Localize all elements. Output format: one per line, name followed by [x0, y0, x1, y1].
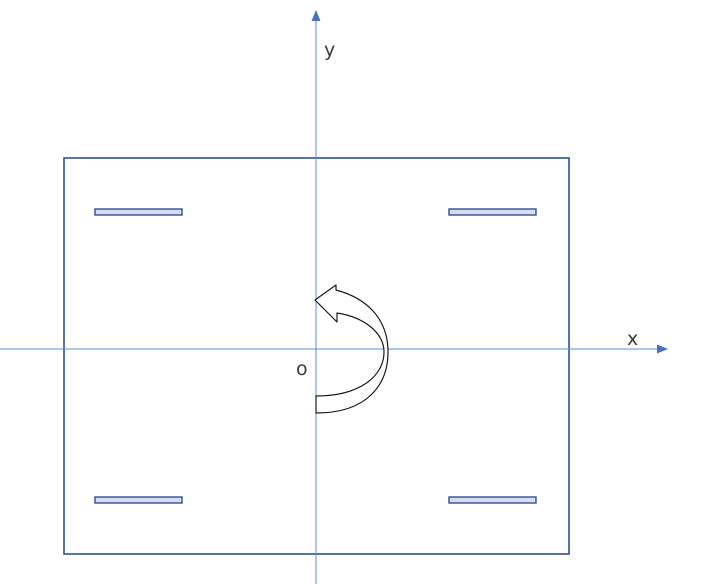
x-axis-arrowhead-icon — [657, 344, 668, 354]
slot-top-left — [94, 208, 183, 216]
slot-bottom-right — [448, 496, 537, 504]
x-axis-label: x — [627, 328, 638, 350]
origin-label: o — [296, 358, 308, 380]
slot-top-right — [448, 208, 537, 216]
y-axis-label: y — [324, 39, 335, 61]
slot-bottom-left — [94, 496, 183, 504]
y-axis-arrowhead-icon — [311, 10, 321, 21]
rotate-counterclockwise-arrow-icon — [314, 284, 389, 414]
